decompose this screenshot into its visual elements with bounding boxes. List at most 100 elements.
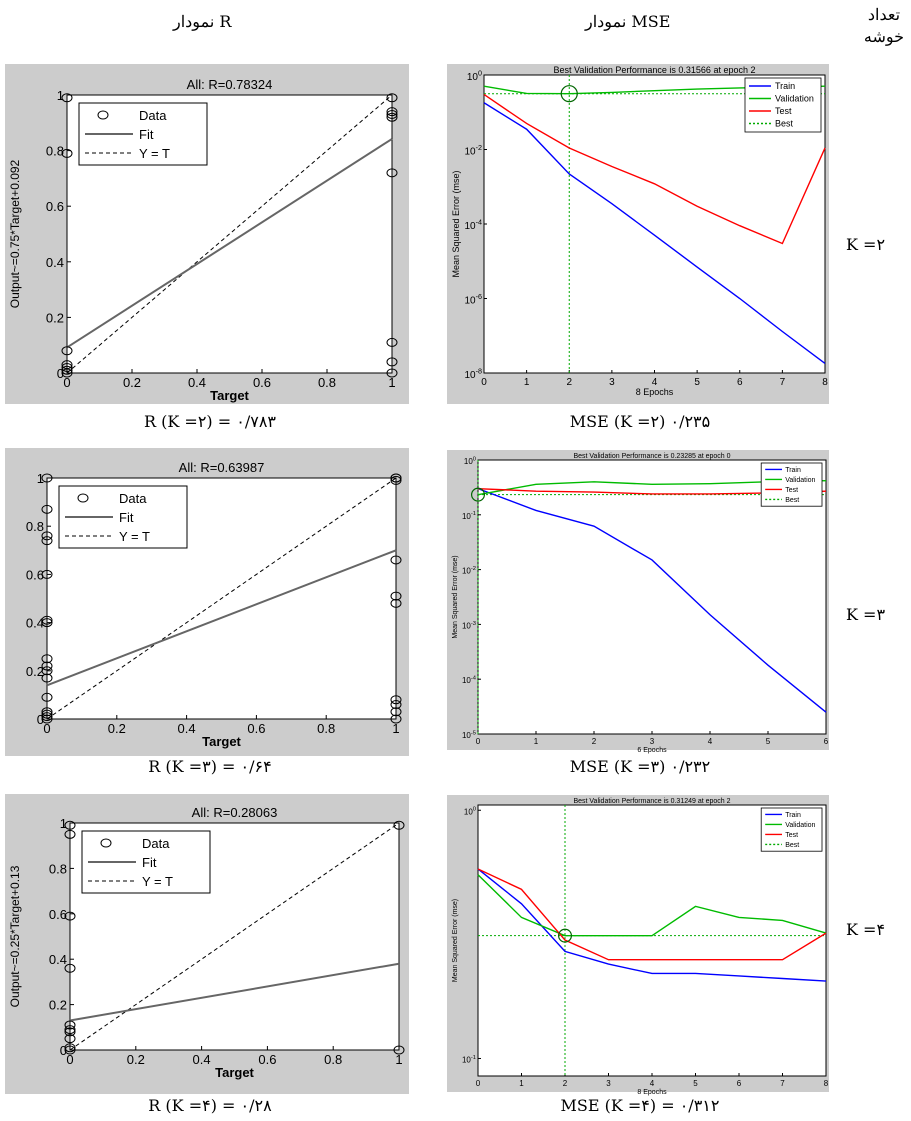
mse-x-axis-label: 8 Epochs [636,387,674,397]
r-x-axis-label: Target [202,734,241,749]
r-data-point [386,357,398,367]
r-legend-label-identity: Y = T [139,146,170,161]
r-data-point [64,963,76,973]
r-legend-label-identity: Y = T [142,874,173,889]
r-chart-title: All: R=0.28063 [192,805,278,820]
mse-y-tick-label: 10-2 [462,566,476,576]
r-data-point [386,109,398,119]
r-x-tick-label: 0.4 [178,721,196,736]
mse-legend [760,807,823,852]
mse-series-test [477,868,827,961]
mse-y-tick-label: 10-1 [462,1055,476,1065]
r-data-point [64,911,76,921]
r-legend-label-identity: Y = T [119,529,150,544]
mse-best-marker [471,487,486,502]
r-data-point [386,93,398,103]
r-data-point [41,615,53,625]
r-x-tick-label: 0.8 [317,721,335,736]
mse-y-axis-label: Mean Squared Error (mse) [452,899,459,982]
r-data-point [41,692,53,702]
r-data-point [41,654,53,664]
r-data-point [390,700,402,710]
r-data-point [393,820,405,830]
mse-caption-row-1: MSE (K =۲) ۰/۲۳۵ [569,412,711,431]
mse-x-tick-label: 1 [524,377,530,388]
r-data-point [386,107,398,117]
mse-legend-label-best: Best [775,119,794,129]
mse-x-axis-label: 6 Epochs [637,747,667,754]
r-legend-label-data: Data [139,108,167,123]
r-x-tick-label: 1 [388,375,395,390]
r-data-point [41,661,53,671]
r-x-tick-label: 0 [66,1052,73,1067]
r-data-point [41,531,53,541]
mse-legend-label-best: Best [785,497,799,504]
mse-x-tick-label: 1 [519,1079,524,1088]
mse-legend [760,462,823,507]
r-data-point [386,168,398,178]
r-data-point [386,112,398,122]
r-data-point [41,673,53,683]
mse-x-tick-label: 4 [652,377,658,388]
r-caption-row-1: R (K =۲) = ۰/۷۸۳ [144,412,276,431]
mse-legend-label-validation: Validation [785,822,815,829]
mse-legend-label-test: Test [785,487,798,494]
r-x-axis-label: Target [210,388,249,403]
r-data-point [393,1045,405,1055]
r-legend-label-fit: Fit [142,855,157,870]
r-x-tick-label: 1 [392,721,399,736]
r-chart-3: All: R=0.28063 0 0.2 0.4 0.6 0.8 1 0 0.2 0.4 0.6 0.… [5,794,409,1094]
mse-legend-label-best: Best [785,842,799,849]
mse-series-test [483,93,826,245]
r-fit-line [69,962,400,1022]
r-data-point [390,473,402,483]
r-y-tick-label: 0.2 [46,310,64,325]
r-column-header: نمودار R [173,12,232,31]
mse-series-train [477,868,827,982]
r-data-point [64,829,76,839]
r-data-point [41,712,53,722]
mse-series-validation [477,874,827,937]
r-data-point [41,569,53,579]
mse-x-tick-label: 4 [708,737,713,746]
mse-y-tick-label: 10-6 [464,292,482,307]
r-y-tick-label: 0.8 [49,861,67,876]
mse-x-tick-label: 3 [609,377,615,388]
mse-x-tick-label: 5 [766,737,771,746]
mse-x-tick-label: 7 [780,1079,785,1088]
r-data-point [386,337,398,347]
mse-legend-label-test: Test [775,106,792,116]
r-y-tick-label: 1 [57,88,64,103]
r-fit-line [46,549,397,687]
mse-caption-row-2: MSE (K =۳) ۰/۲۳۲ [569,757,711,776]
r-x-tick-label: 0 [63,375,70,390]
r-y-tick-label: 0.6 [49,907,67,922]
r-data-point [390,598,402,608]
mse-series-train [483,102,826,365]
r-data-point [390,555,402,565]
r-legend-marker-data [100,838,112,848]
mse-x-tick-label: 2 [566,377,572,388]
mse-legend-label-train: Train [785,812,801,819]
cluster-count-header-line1: تعداد [867,5,901,24]
r-x-tick-label: 0.2 [127,1052,145,1067]
r-x-tick-label: 0.4 [188,375,206,390]
mse-chart-3: Best Validation Performance is 0.31249 a… [447,795,829,1096]
mse-x-tick-label: 3 [606,1079,611,1088]
r-data-point [390,707,402,717]
r-x-tick-label: 0.8 [324,1052,342,1067]
k-label-row-1: K =۲ [846,235,886,254]
mse-x-tick-label: 3 [650,737,655,746]
r-data-point [41,707,53,717]
r-data-point [61,368,73,378]
mse-chart-title: Best Validation Performance is 0.31249 a… [573,798,730,805]
r-data-point [41,666,53,676]
r-legend-label-data: Data [119,491,147,506]
mse-legend-label-test: Test [785,832,798,839]
mse-y-tick-label: 10-4 [464,218,482,233]
mse-y-axis-label: Mean Squared Error (mse) [452,555,459,638]
r-x-tick-label: 0.6 [253,375,271,390]
r-caption-row-2: R (K =۳) = ۰/۶۴ [148,757,272,776]
cluster-count-header: تعداد خوشه [860,4,908,48]
r-data-point [41,618,53,628]
